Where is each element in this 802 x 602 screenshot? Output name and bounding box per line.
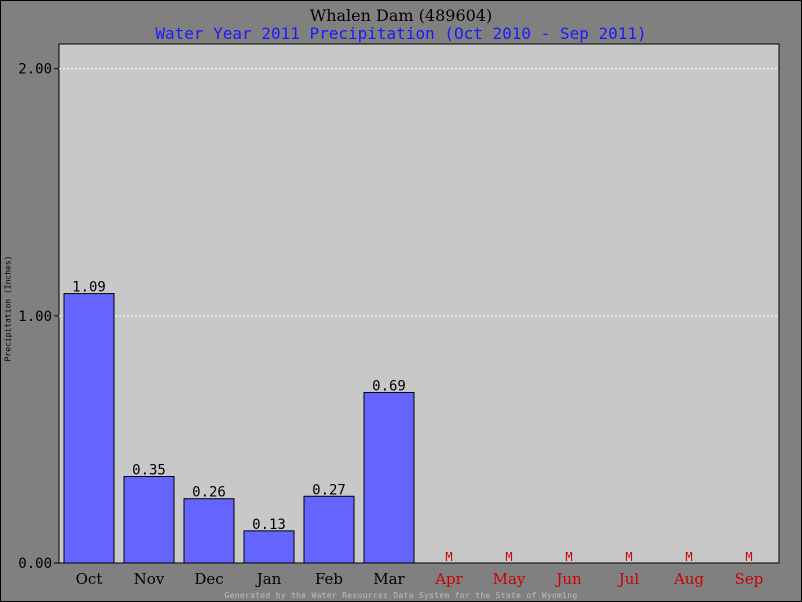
x-tick-label: Dec — [194, 570, 223, 588]
missing-marker: M — [445, 550, 452, 564]
missing-marker: M — [505, 550, 512, 564]
x-tick-label: May — [493, 570, 526, 588]
x-tick-label: Apr — [434, 570, 463, 588]
bar — [303, 495, 355, 564]
missing-marker: M — [685, 550, 692, 564]
missing-marker: M — [625, 550, 632, 564]
y-tick-label: 1.00 — [18, 309, 52, 325]
bar-value-label: 0.26 — [192, 485, 226, 501]
chart-title: Whalen Dam (489604) — [309, 6, 493, 25]
footer-credit: Generated by the Water Resources Data Sy… — [224, 591, 578, 600]
bar-value-label: 0.13 — [252, 517, 286, 533]
x-tick-label: Jun — [554, 570, 582, 588]
bar — [243, 530, 295, 564]
x-tick-label: Jul — [617, 570, 640, 588]
plot-area — [58, 43, 780, 564]
bar-value-label: 0.69 — [372, 378, 406, 394]
y-tick-label: 2.00 — [18, 62, 52, 78]
bar-value-label: 0.35 — [132, 463, 166, 479]
x-tick-label: Oct — [76, 570, 103, 588]
chart-subtitle: Water Year 2011 Precipitation (Oct 2010 … — [155, 24, 647, 43]
x-tick-label: Jan — [255, 570, 282, 588]
x-tick-label: Sep — [735, 570, 764, 588]
x-tick-label: Mar — [373, 570, 405, 588]
missing-marker: M — [565, 550, 572, 564]
x-tick-label: Nov — [134, 570, 165, 588]
bar — [63, 293, 115, 564]
bar-value-label: 1.09 — [72, 280, 106, 296]
bar — [183, 498, 235, 564]
y-tick-label: 0.00 — [18, 556, 52, 572]
bar — [363, 391, 415, 564]
x-tick-label: Aug — [673, 570, 704, 588]
x-tick-label: Feb — [315, 570, 343, 588]
bar — [123, 476, 175, 564]
bar-value-label: 0.27 — [312, 482, 346, 498]
missing-marker: M — [745, 550, 752, 564]
